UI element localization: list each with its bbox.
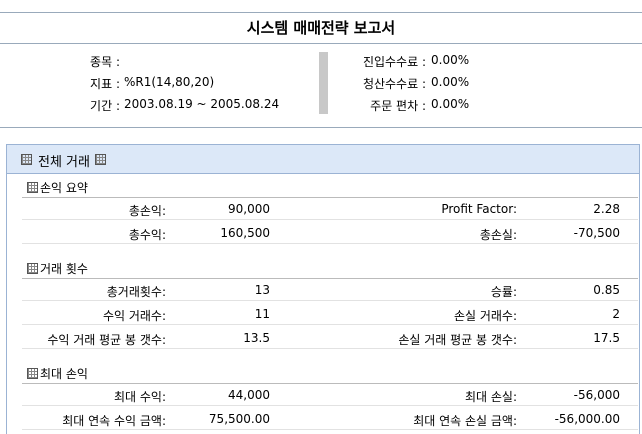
icon <box>27 182 38 193</box>
panel-title: 전체 거래 <box>38 155 90 170</box>
metric-value: 13 <box>254 283 270 297</box>
rule <box>0 12 642 13</box>
metric-value: 75,500.00 <box>208 412 270 426</box>
info-value: 2003.08.19 ~ 2005.08.24 <box>124 97 280 111</box>
row-rule <box>22 243 638 244</box>
rule <box>22 197 638 198</box>
icon <box>27 368 38 379</box>
metric-value: -56,000 <box>573 388 620 402</box>
metric-label: 손실 거래 평균 봉 갯수: <box>398 333 517 347</box>
metric-label: 최대 연속 수익 금액: <box>62 414 166 428</box>
row-rule <box>22 348 638 349</box>
row-rule <box>22 324 638 325</box>
section-title: 거래 횟수 <box>40 262 88 276</box>
metric-value: 44,000 <box>228 388 270 402</box>
metric-value: 11 <box>254 307 270 321</box>
metric-value: 2 <box>612 307 620 321</box>
metric-value: -56,000.00 <box>554 412 620 426</box>
info-label: 주문 편차 : <box>370 99 426 113</box>
rule <box>22 278 638 279</box>
report-title: 시스템 매매전략 보고서 <box>246 19 396 37</box>
row-rule <box>22 300 638 301</box>
rule <box>22 383 638 384</box>
info-value: %R1(14,80,20) <box>124 75 215 89</box>
info-label: 지표 : <box>90 77 120 91</box>
metric-label: 수익 거래수: <box>102 309 166 323</box>
metric-label: 손실 거래수: <box>453 309 517 323</box>
icon <box>95 154 106 165</box>
metric-label: 최대 손실: <box>464 390 517 404</box>
rule <box>0 127 642 128</box>
metric-label: 총수익: <box>128 228 166 242</box>
icon <box>27 263 38 274</box>
section-title: 최대 손익 <box>40 367 88 381</box>
info-label: 종목 : <box>90 55 120 69</box>
metric-label: Profit Factor: <box>441 202 517 216</box>
metric-value: 160,500 <box>220 226 270 240</box>
row-rule <box>22 405 638 406</box>
metric-label: 최대 수익: <box>113 390 166 404</box>
metric-value: 13.5 <box>243 331 270 345</box>
info-value: 0.00% <box>431 53 470 67</box>
info-label: 진입수수료 : <box>362 55 426 69</box>
metric-label: 최대 연속 손실 금액: <box>413 414 517 428</box>
metric-label: 총손익: <box>128 204 166 218</box>
metric-label: 승률: <box>490 285 517 299</box>
panel <box>6 144 640 434</box>
info-value: 0.00% <box>431 75 470 89</box>
row-rule <box>22 429 638 430</box>
metric-value: -70,500 <box>573 226 620 240</box>
metric-label: 총손실: <box>479 228 517 242</box>
section-title: 손익 요약 <box>40 181 88 195</box>
metric-value: 90,000 <box>228 202 270 216</box>
metric-value: 0.85 <box>593 283 620 297</box>
metric-value: 2.28 <box>593 202 620 216</box>
rule <box>0 43 642 44</box>
metric-label: 총거래횟수: <box>106 285 166 299</box>
icon <box>21 154 32 165</box>
info-value: 0.00% <box>431 97 470 111</box>
info-label: 청산수수료 : <box>362 77 426 91</box>
info-label: 기간 : <box>90 99 120 113</box>
panel-header <box>7 145 639 174</box>
divider <box>319 52 328 114</box>
metric-value: 17.5 <box>593 331 620 345</box>
row-rule <box>22 219 638 220</box>
metric-label: 수익 거래 평균 봉 갯수: <box>47 333 166 347</box>
